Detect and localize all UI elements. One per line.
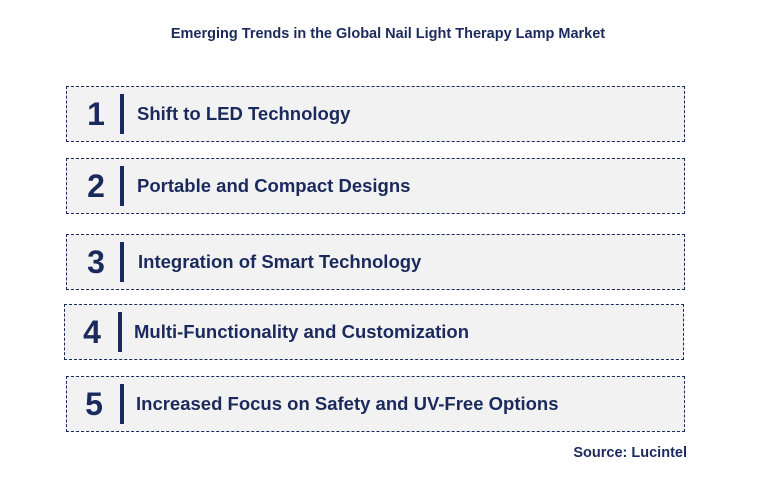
trend-label: Shift to LED Technology — [137, 103, 351, 124]
trend-divider — [118, 312, 122, 352]
trend-item-1: 1 Shift to LED Technology — [66, 86, 685, 142]
trend-label: Increased Focus on Safety and UV-Free Op… — [136, 393, 559, 414]
trend-item-5: 5 Increased Focus on Safety and UV-Free … — [66, 376, 685, 432]
diagram-title: Emerging Trends in the Global Nail Light… — [170, 26, 606, 42]
trend-label: Multi-Functionality and Customization — [134, 321, 470, 342]
trend-label: Integration of Smart Technology — [138, 251, 422, 272]
trend-divider — [120, 94, 124, 134]
trend-item-3: 3 Integration of Smart Technology — [66, 234, 685, 290]
trend-divider — [120, 384, 124, 424]
trend-number: 4 — [83, 313, 101, 350]
trend-number: 5 — [85, 385, 103, 422]
trend-item-4: 4 Multi-Functionality and Customization — [64, 304, 684, 360]
trend-divider — [120, 166, 124, 206]
trend-item-2: 2 Portable and Compact Designs — [66, 158, 685, 214]
trend-number: 2 — [87, 167, 105, 204]
trend-number: 1 — [87, 95, 105, 132]
source-note: Source: Lucintel — [573, 445, 687, 461]
trend-number: 3 — [87, 243, 105, 280]
trend-divider — [120, 242, 124, 282]
trend-label: Portable and Compact Designs — [137, 175, 411, 196]
